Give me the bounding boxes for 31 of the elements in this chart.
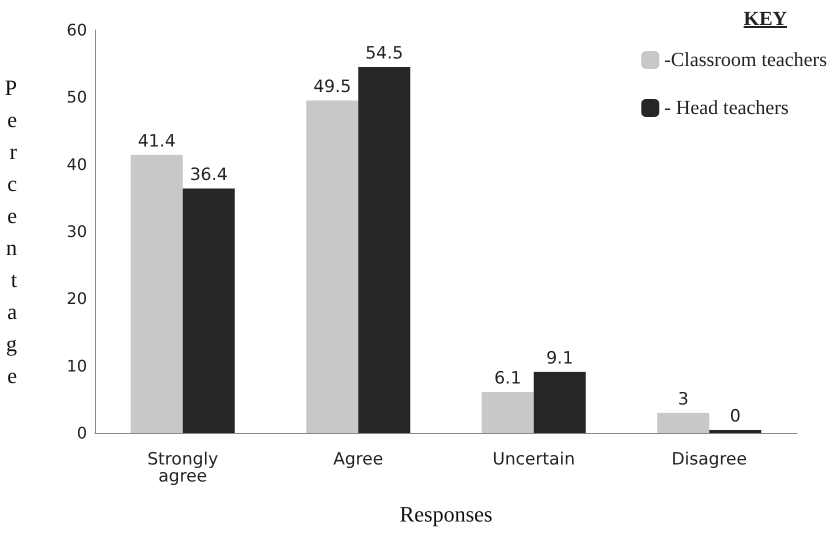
data-label: 49.5: [313, 77, 352, 98]
x-tick-label: Agree: [333, 450, 384, 470]
y-tick-label: 60: [66, 20, 87, 40]
data-label: 36.4: [190, 165, 228, 186]
bar: [482, 392, 534, 433]
bar: [358, 66, 410, 433]
y-tick-label: 50: [66, 88, 87, 107]
y-tick-label: 30: [66, 222, 87, 241]
x-axis-title: Responses: [400, 502, 492, 526]
legend-title: KEY: [744, 8, 787, 31]
legend-label: - Head teachers: [664, 97, 789, 119]
data-label: 41.4: [138, 131, 176, 152]
text: Percentage: [4, 75, 17, 388]
x-tick-label: Uncertain: [492, 450, 576, 470]
data-label: 9.1: [546, 348, 574, 368]
bar: [534, 372, 586, 433]
y-tick-label: 0: [76, 424, 87, 442]
bar: [182, 188, 235, 433]
x-tick-label: Strongly agree: [147, 450, 218, 486]
bar: [657, 412, 710, 433]
x-tick-label: Disagree: [672, 450, 747, 470]
y-tick-label: 20: [66, 289, 87, 308]
data-label: 0: [730, 406, 741, 426]
legend-label: -Classroom teachers: [664, 49, 828, 71]
bar: [130, 154, 183, 433]
y-tick-label: 10: [66, 356, 87, 376]
bar: [306, 100, 358, 433]
data-label: 6.1: [494, 368, 522, 389]
y-tick-label: 40: [66, 154, 87, 174]
data-label: 54.5: [365, 43, 404, 64]
data-label: 3: [678, 389, 689, 410]
